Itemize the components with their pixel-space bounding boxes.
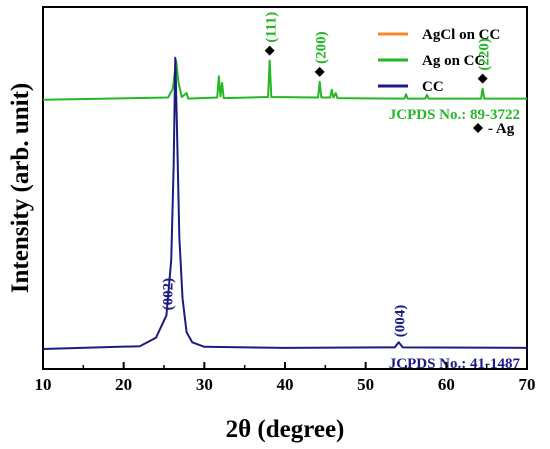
peak-label-ag-on-cc: (220) [477,38,493,71]
series-line-cc [42,56,528,350]
ag-marker-key-label: - Ag [488,121,515,137]
jcpds-label-ag-on-cc: JCPDS No.: 89-3722 [389,107,520,123]
x-tick-label: 50 [357,375,374,394]
peak-label-ag-on-cc: (200) [314,31,330,64]
peak-label-cc: (004) [393,305,409,338]
legend-label-ag-on-cc: Ag on CC [422,53,485,69]
legend-label-agcl-on-cc: AgCl on CC [422,27,500,43]
series-line-ag-on-cc [42,59,527,101]
x-axis: 10 20 30 40 50 60 70 [35,362,536,394]
x-axis-label: 2θ (degree) [226,416,345,443]
peak-label-ag-on-cc: (111) [264,12,280,43]
ag-marker-key-icon [473,123,483,133]
peak-marker-diamond [264,45,275,56]
y-axis-label: Intensity (arb. unit) [7,83,34,293]
x-tick-label: 60 [438,375,455,394]
peak-marker-diamond [314,66,325,77]
x-tick-label: 30 [196,375,213,394]
series-layer [42,56,528,350]
annotation-layer: (200)(220)(311)(111)(200)(220)(002)(004)… [160,12,521,372]
x-tick-label: 40 [277,375,294,394]
legend-label-cc: CC [422,79,444,95]
x-tick-label: 70 [519,375,536,394]
x-tick-label: 10 [35,375,52,394]
peak-marker-diamond [477,73,488,84]
legend: AgCl on CC Ag on CC CC [378,27,500,95]
jcpds-label-cc: JCPDS No.: 41-1487 [389,356,521,372]
peak-label-cc: (002) [160,278,176,311]
x-tick-label: 20 [115,375,132,394]
